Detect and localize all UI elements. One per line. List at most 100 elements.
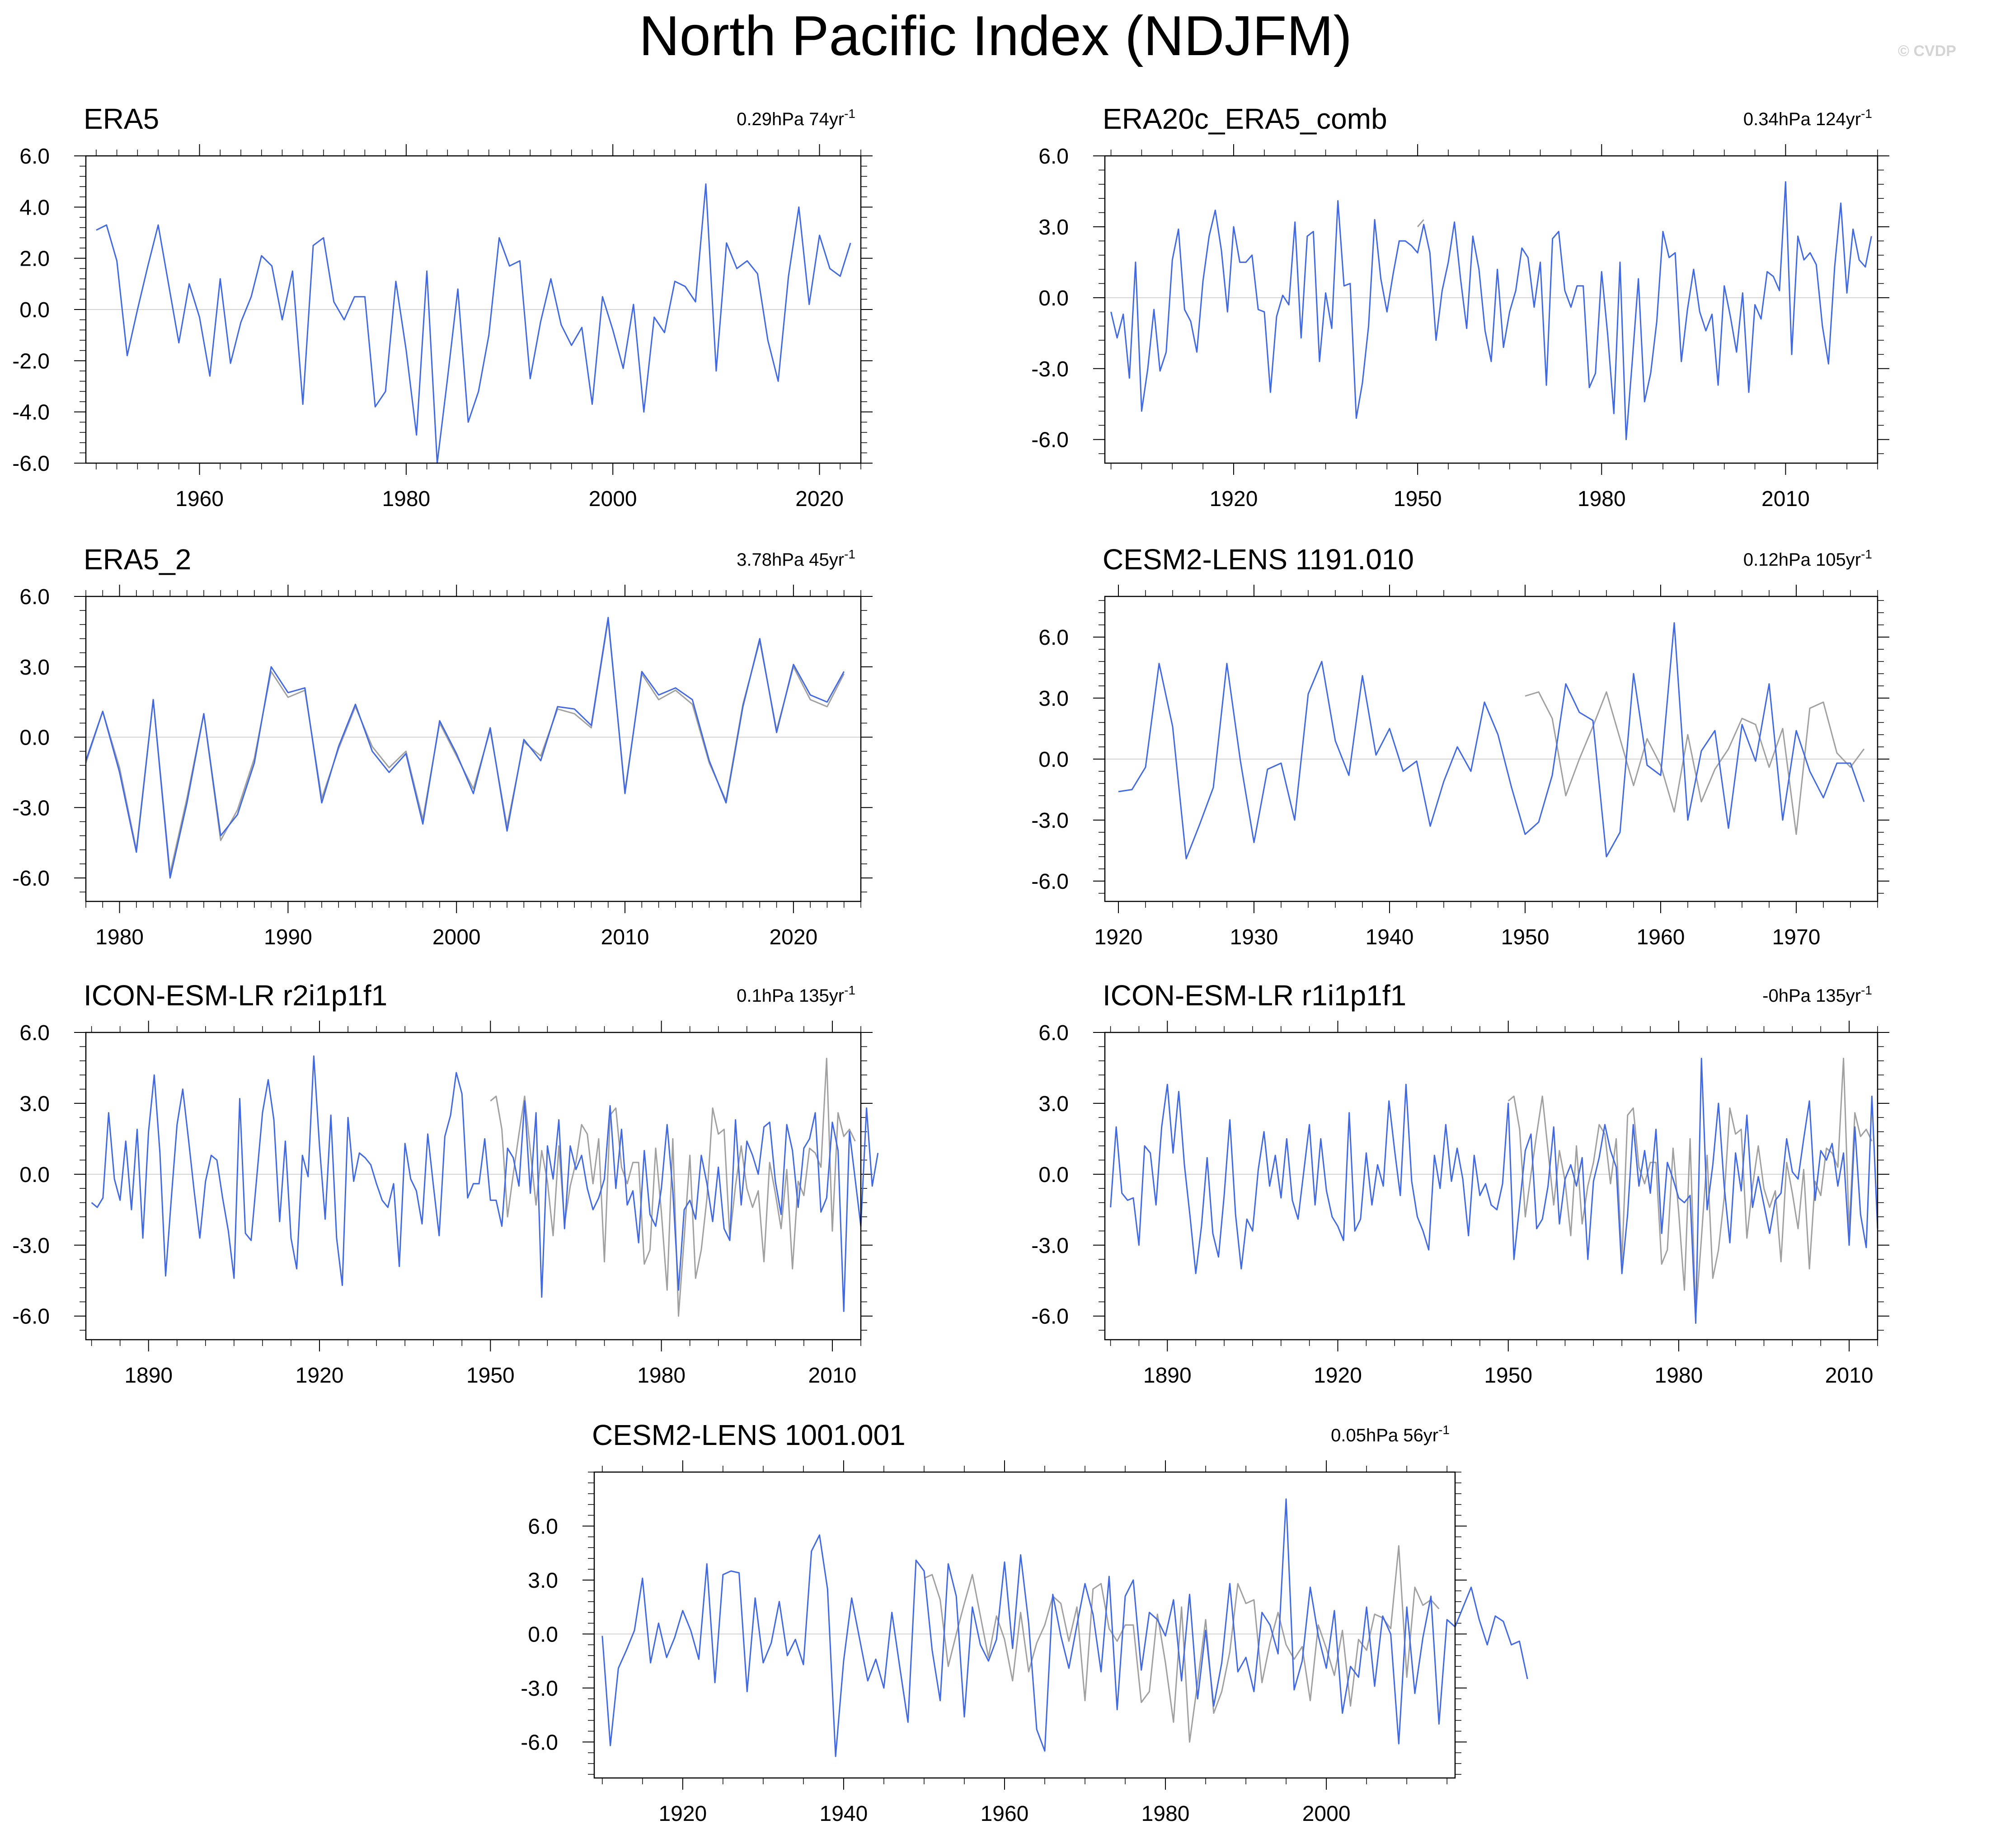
chart-panel-7: CESM2-LENS 1001.001 0.05hPa 56yr-1 1920 194… [521,1419,1528,1826]
panel-title: CESM2-LENS 1191.010 [1103,543,1414,576]
series-line-observation [490,1058,856,1317]
panel-trend-stat: -0hPa 135yr-1 [1762,983,1872,1006]
panel-title: ICON-ESM-LR r1i1p1f1 [1103,979,1406,1012]
x-tick-label: 1980 [95,925,144,949]
panel-title: ERA5_2 [84,543,191,576]
y-tick-label: -6.0 [521,1731,558,1754]
y-tick-label: -2.0 [12,349,50,373]
series-line-simulation [85,617,845,879]
y-tick-label: 0.0 [1038,748,1069,772]
x-tick-label: 1960 [175,487,224,511]
x-tick-label: 2010 [1761,487,1810,511]
panel-trend-stat: 0.1hPa 135yr-1 [737,983,855,1006]
series-line-simulation [1110,1058,1878,1324]
plot-frame [85,596,862,902]
y-tick-label: 0.0 [19,726,50,750]
panel-title: ICON-ESM-LR r2i1p1f1 [84,979,387,1012]
series-line-simulation [96,183,851,464]
y-tick-label: 6.0 [19,145,50,169]
y-tick-label: -6.0 [12,1305,50,1329]
x-tick-label: 2020 [769,925,817,949]
y-tick-label: 0.0 [1038,1163,1069,1187]
chart-panel-3: ERA5_2 3.78hPa 45yr-1 1980 1990 2000 2010 2020… [12,543,873,949]
x-tick-label: 1940 [1366,925,1414,949]
chart-panel-6: ICON-ESM-LR r1i1p1f1 -0hPa 135yr-1 1890 192… [1031,979,1889,1388]
x-tick-label: 1980 [637,1364,686,1388]
y-tick-label: -4.0 [12,401,50,425]
y-tick-label: -6.0 [1031,870,1069,894]
x-tick-label: 1950 [466,1364,515,1388]
x-tick-label: 2000 [432,925,481,949]
plot-frame [1104,155,1878,464]
x-tick-label: 1950 [1501,925,1550,949]
panel-trend-stat: 0.29hPa 74yr-1 [737,107,855,129]
y-tick-label: 0.0 [528,1623,558,1646]
x-tick-label: 2010 [1825,1364,1874,1388]
x-tick-label: 1950 [1394,487,1442,511]
y-tick-label: -3.0 [12,1234,50,1258]
x-tick-label: 1970 [1772,925,1821,949]
panel-trend-stat: 0.12hPa 105yr-1 [1743,547,1872,570]
x-tick-label: 1890 [1143,1364,1192,1388]
series-line-observation [1417,219,1424,227]
x-tick-label: 1920 [1094,925,1143,949]
x-tick-label: 2000 [1302,1802,1351,1826]
y-tick-label: -6.0 [12,867,50,891]
plot-frame [1104,1032,1878,1341]
panel-trend-stat: 0.05hPa 56yr-1 [1331,1423,1450,1445]
x-tick-label: 1950 [1484,1364,1532,1388]
chart-panel-5: ICON-ESM-LR r2i1p1f1 0.1hPa 135yr-1 1890 19… [12,979,879,1388]
y-tick-label: -3.0 [12,796,50,820]
page-title: North Pacific Index (NDJFM) [639,5,1352,67]
chart-panel-2: ERA20c_ERA5_comb 0.34hPa 124yr-1 1920 1950 1… [1031,103,1889,511]
y-tick-label: 4.0 [19,196,50,220]
panel-title: ERA20c_ERA5_comb [1103,103,1387,135]
y-tick-label: -6.0 [12,452,50,476]
y-tick-label: 0.0 [19,1163,50,1187]
y-tick-label: 6.0 [1038,145,1069,169]
plot-frame [593,1471,1456,1779]
x-tick-label: 2000 [589,487,637,511]
panel-trend-stat: 0.34hPa 124yr-1 [1743,107,1872,129]
y-tick-label: 6.0 [19,585,50,609]
panel-title: CESM2-LENS 1001.001 [592,1419,906,1451]
panel-trend-stat: 3.78hPa 45yr-1 [737,547,855,570]
plot-frame [85,1032,862,1341]
x-tick-label: 1930 [1230,925,1278,949]
y-tick-label: 3.0 [1038,687,1069,711]
y-tick-label: 3.0 [19,1092,50,1116]
y-tick-label: -3.0 [521,1677,558,1701]
x-tick-label: 1960 [1637,925,1685,949]
panel-title: ERA5 [84,103,159,135]
y-tick-label: 3.0 [1038,216,1069,239]
x-tick-label: 1960 [981,1802,1029,1826]
y-tick-label: 2.0 [19,247,50,271]
watermark: © CVDP [1898,42,1956,60]
y-tick-label: 3.0 [528,1569,558,1593]
chart-panel-4: CESM2-LENS 1191.010 0.12hPa 105yr-1 1920 19… [1031,543,1889,949]
x-tick-label: 1920 [296,1364,344,1388]
x-tick-label: 1980 [382,487,430,511]
y-tick-label: 0.0 [19,298,50,322]
y-tick-label: 3.0 [1038,1092,1069,1116]
series-line-simulation [601,1498,1528,1757]
series-line-simulation [91,1055,879,1312]
series-line-observation [85,619,845,874]
y-tick-label: -3.0 [1031,357,1069,381]
x-tick-label: 1980 [1655,1364,1703,1388]
x-tick-label: 2010 [808,1364,857,1388]
x-tick-label: 1980 [1141,1802,1190,1826]
series-line-observation [924,1545,1440,1743]
series-line-simulation [1110,181,1872,441]
plot-frame [1104,596,1878,902]
y-tick-label: -6.0 [1031,428,1069,452]
y-tick-label: 6.0 [528,1515,558,1538]
x-tick-label: 1920 [1210,487,1258,511]
y-tick-label: 6.0 [1038,1021,1069,1045]
x-tick-label: 1920 [1314,1364,1362,1388]
x-tick-label: 1920 [658,1802,707,1826]
chart-panel-1: ERA5 0.29hPa 74yr-1 1960 1980 2000 2020 6.0 4.0… [12,103,873,511]
x-tick-label: 2020 [795,487,844,511]
y-tick-label: 6.0 [19,1021,50,1045]
series-line-observation [1507,1058,1873,1317]
